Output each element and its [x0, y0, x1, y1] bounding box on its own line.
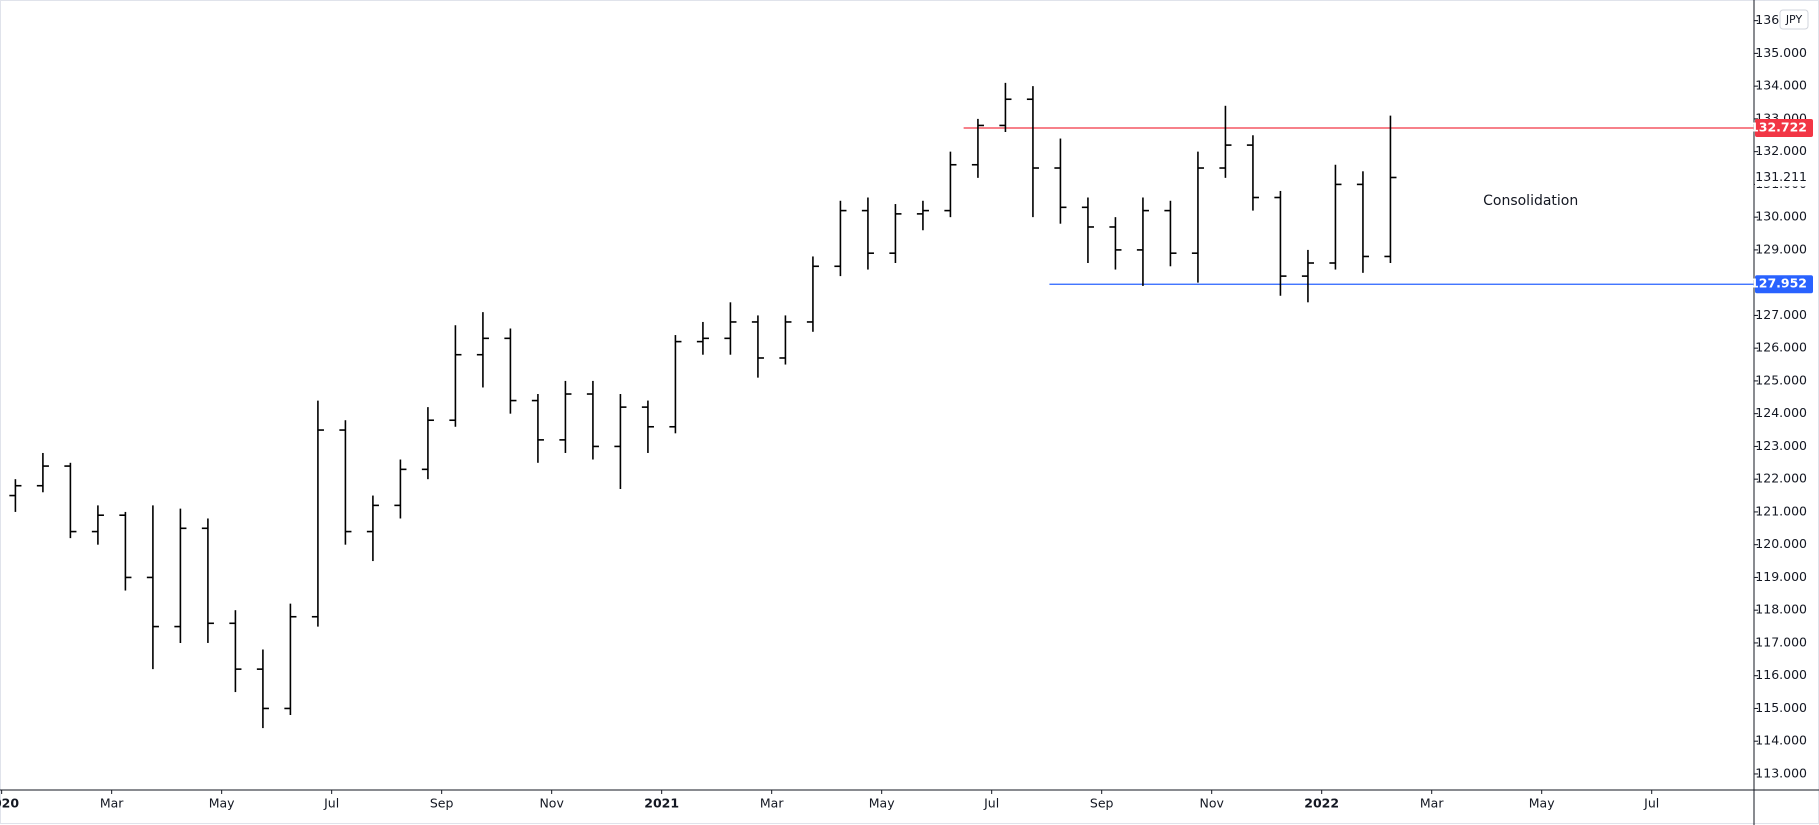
x-tick-label: Mar	[1420, 796, 1444, 811]
y-tick-label: 119.000	[1755, 569, 1807, 584]
x-tick-label: May	[209, 796, 235, 811]
y-tick-label: 124.000	[1755, 405, 1807, 420]
x-tick-label: 2021	[644, 796, 679, 811]
last-price-label: 131.211	[1755, 169, 1807, 184]
y-tick-label: 116.000	[1755, 667, 1807, 682]
level-label-bg	[1755, 118, 1813, 137]
x-tick-label: May	[1529, 796, 1555, 811]
x-tick-label: Mar	[100, 796, 124, 811]
y-tick-label: 132.000	[1755, 143, 1807, 158]
y-tick-label: 130.000	[1755, 209, 1807, 224]
currency-box[interactable]	[1779, 9, 1809, 30]
x-tick-label: May	[869, 796, 895, 811]
y-tick-label: 134.000	[1755, 78, 1807, 93]
last-price-bg	[1755, 168, 1812, 187]
x-tick-label: Nov	[1199, 796, 1224, 811]
y-tick-label: 123.000	[1755, 438, 1807, 453]
y-tick-label: 121.000	[1755, 503, 1807, 518]
y-tick-label: 135.000	[1755, 45, 1807, 60]
y-tick-label: 115.000	[1755, 700, 1807, 715]
y-tick-label: 129.000	[1755, 241, 1807, 256]
level-label-bg	[1755, 275, 1813, 294]
x-tick-label: Jul	[983, 796, 999, 811]
x-tick-label: 2020	[0, 796, 19, 811]
y-tick-label: 125.000	[1755, 372, 1807, 387]
x-tick-label: Sep	[430, 796, 454, 811]
x-tick-label: Sep	[1090, 796, 1114, 811]
currency-label[interactable]: JPY	[1785, 13, 1803, 26]
y-tick-label: 127.000	[1755, 307, 1807, 322]
level-label: 132.722	[1750, 119, 1807, 134]
y-tick-label: 114.000	[1755, 733, 1807, 748]
x-tick-label: Nov	[539, 796, 564, 811]
level-label: 127.952	[1750, 276, 1807, 291]
y-tick-label: 118.000	[1755, 602, 1807, 617]
x-tick-label: 2022	[1304, 796, 1339, 811]
plot-area: Consolidation	[9, 82, 1754, 729]
annotation: Consolidation	[1483, 193, 1578, 209]
x-tick-label: Mar	[760, 796, 784, 811]
x-tick-label: Jul	[1643, 796, 1659, 811]
y-tick-label: 126.000	[1755, 340, 1807, 355]
x-tick-label: Jul	[323, 796, 339, 811]
y-tick-label: 122.000	[1755, 471, 1807, 486]
y-tick-label: 113.000	[1755, 765, 1807, 780]
y-tick-label: 120.000	[1755, 536, 1807, 551]
y-tick-label: 117.000	[1755, 634, 1807, 649]
